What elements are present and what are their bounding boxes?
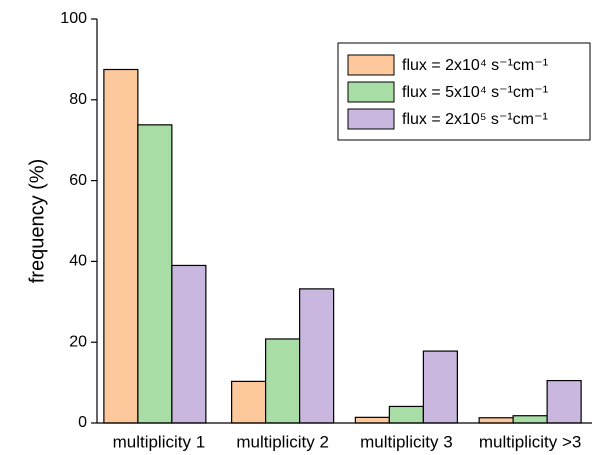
bar xyxy=(265,338,301,424)
bar xyxy=(478,417,514,424)
bar xyxy=(512,415,548,424)
y-tick-label: 100 xyxy=(60,10,87,27)
bar xyxy=(299,288,335,424)
bar xyxy=(231,380,267,424)
bar xyxy=(103,68,139,424)
bar xyxy=(354,416,390,424)
y-axis-label: frequency (%) xyxy=(26,159,48,284)
bar xyxy=(171,264,207,424)
bar xyxy=(546,379,582,424)
x-tick-label: multiplicity 3 xyxy=(360,432,453,451)
legend-label: flux = 2x10⁵ s⁻¹cm⁻¹ xyxy=(402,111,548,128)
bar xyxy=(422,350,458,424)
y-tick-label: 0 xyxy=(78,414,87,431)
y-tick-label: 40 xyxy=(69,253,87,270)
legend-swatch xyxy=(347,81,395,103)
legend-label: flux = 2x10⁴ s⁻¹cm⁻¹ xyxy=(402,57,548,74)
x-tick-label: multiplicity 1 xyxy=(113,432,206,451)
legend-swatch xyxy=(347,54,395,76)
bar xyxy=(137,124,173,424)
x-tick-label: multiplicity >3 xyxy=(479,432,582,451)
y-tick-label: 60 xyxy=(69,172,87,189)
legend-swatch xyxy=(347,108,395,130)
legend-label: flux = 5x10⁴ s⁻¹cm⁻¹ xyxy=(402,84,548,101)
y-tick-label: 80 xyxy=(69,91,87,108)
bar xyxy=(388,405,424,424)
y-tick-label: 20 xyxy=(69,333,87,350)
x-tick-label: multiplicity 2 xyxy=(236,432,329,451)
